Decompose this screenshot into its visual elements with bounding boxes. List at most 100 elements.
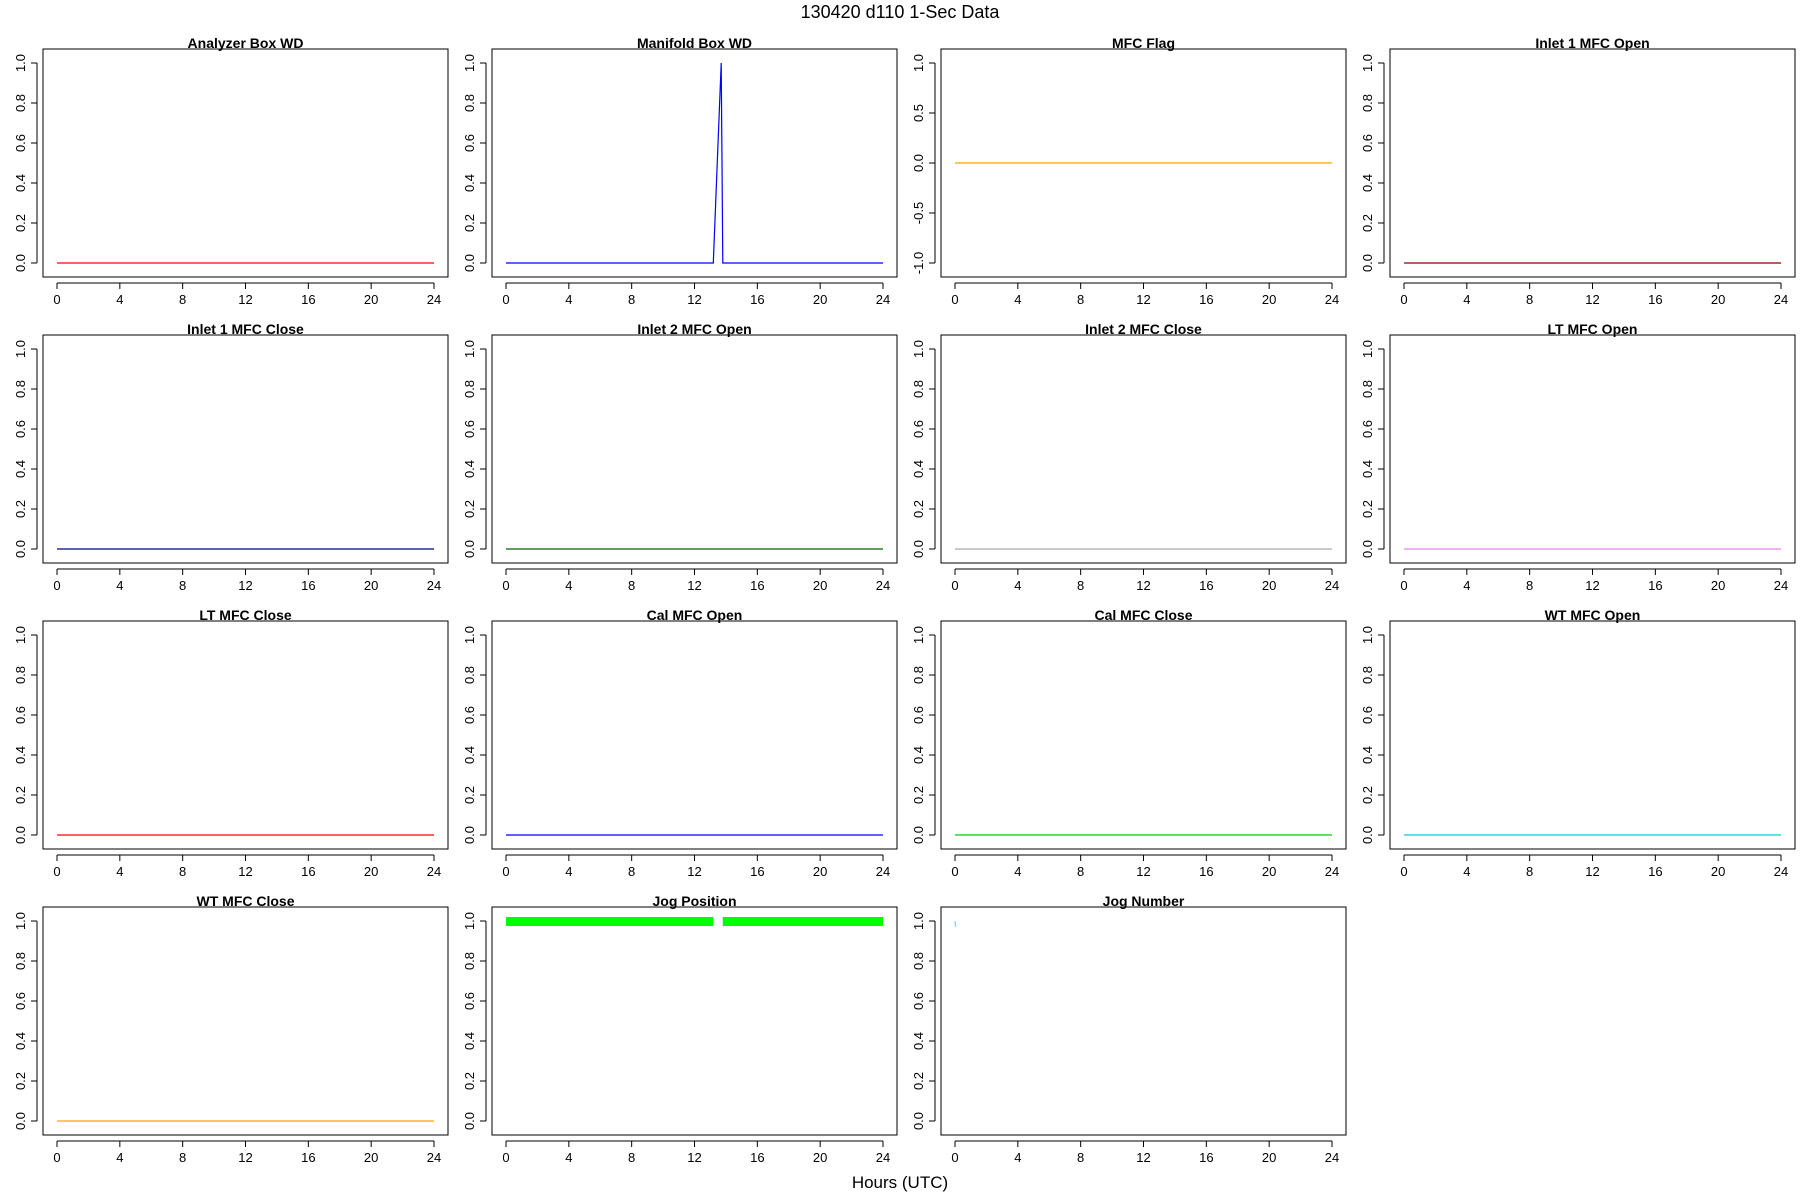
y-tick-label: 0.6 [13,420,28,438]
y-tick-label: 0.6 [462,706,477,724]
panel-title: Jog Number [1103,893,1185,909]
x-tick-label: 0 [1400,864,1407,879]
x-tick-label: 24 [1774,578,1788,593]
figure-title: 130420 d110 1-Sec Data [801,2,1001,22]
x-tick-label: 20 [1711,864,1725,879]
y-tick-label: 0.2 [462,500,477,518]
y-tick-label: 0.2 [13,1072,28,1090]
y-tick-label: 0.2 [1360,214,1375,232]
plot-frame [940,906,1347,1136]
y-tick-label: 1.0 [462,912,477,930]
y-tick-label: 0.0 [13,540,28,558]
y-tick-label: -1.0 [911,252,926,274]
y-tick-label: 0.4 [1360,746,1375,764]
plot-frame [491,48,898,278]
y-tick-label: 0.8 [911,380,926,398]
x-tick-label: 12 [1136,292,1150,307]
x-tick-label: 24 [1774,864,1788,879]
chart-panel: Inlet 2 MFC Open 0 4 8 12 16 20 24 0.0 0.2 0.4 0.6 0… [462,321,898,593]
chart-panel: WT MFC Close 0 4 8 12 16 20 24 0.0 0.2 0.4 0.6 0.8 1.… [13,893,449,1165]
y-tick-label: 0.6 [13,992,28,1010]
y-tick-label: 0.0 [462,540,477,558]
x-tick-label: 16 [1199,864,1213,879]
x-tick-label: 8 [179,578,186,593]
x-tick-label: 16 [1199,292,1213,307]
x-tick-label: 24 [427,1150,441,1165]
x-tick-label: 12 [238,578,252,593]
x-tick-label: 20 [813,292,827,307]
x-tick-label: 16 [750,864,764,879]
x-tick-label: 24 [1325,1150,1339,1165]
x-tick-label: 0 [1400,578,1407,593]
chart-panel: Inlet 1 MFC Close 0 4 8 12 16 20 24 0.0 0.2 0.4 0.6… [13,321,449,593]
y-tick-label: 1.0 [13,54,28,72]
y-tick-label: 1.0 [1360,54,1375,72]
x-tick-label: 8 [628,1150,635,1165]
y-tick-label: 0.2 [462,1072,477,1090]
y-tick-label: 0.0 [1360,540,1375,558]
y-tick-label: 0.0 [911,826,926,844]
y-tick-label: 0.8 [13,94,28,112]
plot-frame [1389,48,1796,278]
x-tick-label: 12 [238,292,252,307]
plot-frame [42,620,449,850]
panel-title: WT MFC Open [1545,607,1641,623]
y-tick-label: 0.8 [1360,94,1375,112]
x-tick-label: 0 [502,1150,509,1165]
y-tick-label: 1.0 [13,912,28,930]
y-tick-label: 1.0 [1360,340,1375,358]
x-tick-label: 16 [1199,1150,1213,1165]
panel-title: Jog Position [653,893,737,909]
x-tick-label: 12 [687,578,701,593]
y-tick-label: 0.0 [1360,254,1375,272]
x-tick-label: 4 [1014,1150,1021,1165]
y-tick-label: 0.8 [462,380,477,398]
x-tick-label: 20 [1262,578,1276,593]
y-tick-label: 0.4 [462,1032,477,1050]
x-tick-label: 24 [876,864,890,879]
series-band [506,917,714,926]
x-tick-label: 8 [179,292,186,307]
y-tick-label: 0.8 [911,952,926,970]
x-tick-label: 20 [364,292,378,307]
x-tick-label: 4 [565,864,572,879]
y-tick-label: 0.6 [1360,420,1375,438]
x-tick-label: 0 [951,292,958,307]
x-tick-label: 20 [1262,292,1276,307]
x-tick-label: 20 [364,864,378,879]
y-tick-label: 0.4 [911,460,926,478]
y-tick-label: 0.8 [1360,380,1375,398]
x-tick-label: 20 [1711,578,1725,593]
plot-frame [491,334,898,564]
y-tick-label: 0.4 [13,460,28,478]
y-tick-label: 0.2 [1360,786,1375,804]
y-tick-label: 0.4 [1360,460,1375,478]
x-tick-label: 8 [1526,292,1533,307]
y-tick-label: 0.2 [13,500,28,518]
x-tick-label: 12 [687,1150,701,1165]
x-tick-label: 24 [1774,292,1788,307]
chart-panel: LT MFC Close 0 4 8 12 16 20 24 0.0 0.2 0.4 0.6 0.8 1.… [13,607,449,879]
x-tick-label: 0 [1400,292,1407,307]
x-tick-label: 4 [116,1150,123,1165]
y-tick-label: 0.8 [462,94,477,112]
y-tick-label: 0.8 [1360,666,1375,684]
y-tick-label: 0.6 [462,134,477,152]
y-tick-label: 1.0 [1360,626,1375,644]
x-tick-label: 4 [565,1150,572,1165]
panel-title: WT MFC Close [197,893,295,909]
panel-title: Inlet 2 MFC Open [637,321,751,337]
plot-frame [491,620,898,850]
plot-frame [940,620,1347,850]
x-tick-label: 4 [1463,864,1470,879]
y-tick-label: 0.0 [1360,826,1375,844]
x-tick-label: 0 [951,1150,958,1165]
y-tick-label: 0.0 [911,154,926,172]
x-tick-label: 20 [364,1150,378,1165]
chart-panel: LT MFC Open 0 4 8 12 16 20 24 0.0 0.2 0.4 0.6 0.8 1.0 [1360,321,1796,593]
x-tick-label: 8 [179,1150,186,1165]
x-tick-label: 24 [876,292,890,307]
x-tick-label: 16 [1199,578,1213,593]
x-tick-label: 8 [1077,864,1084,879]
x-tick-label: 0 [53,1150,60,1165]
